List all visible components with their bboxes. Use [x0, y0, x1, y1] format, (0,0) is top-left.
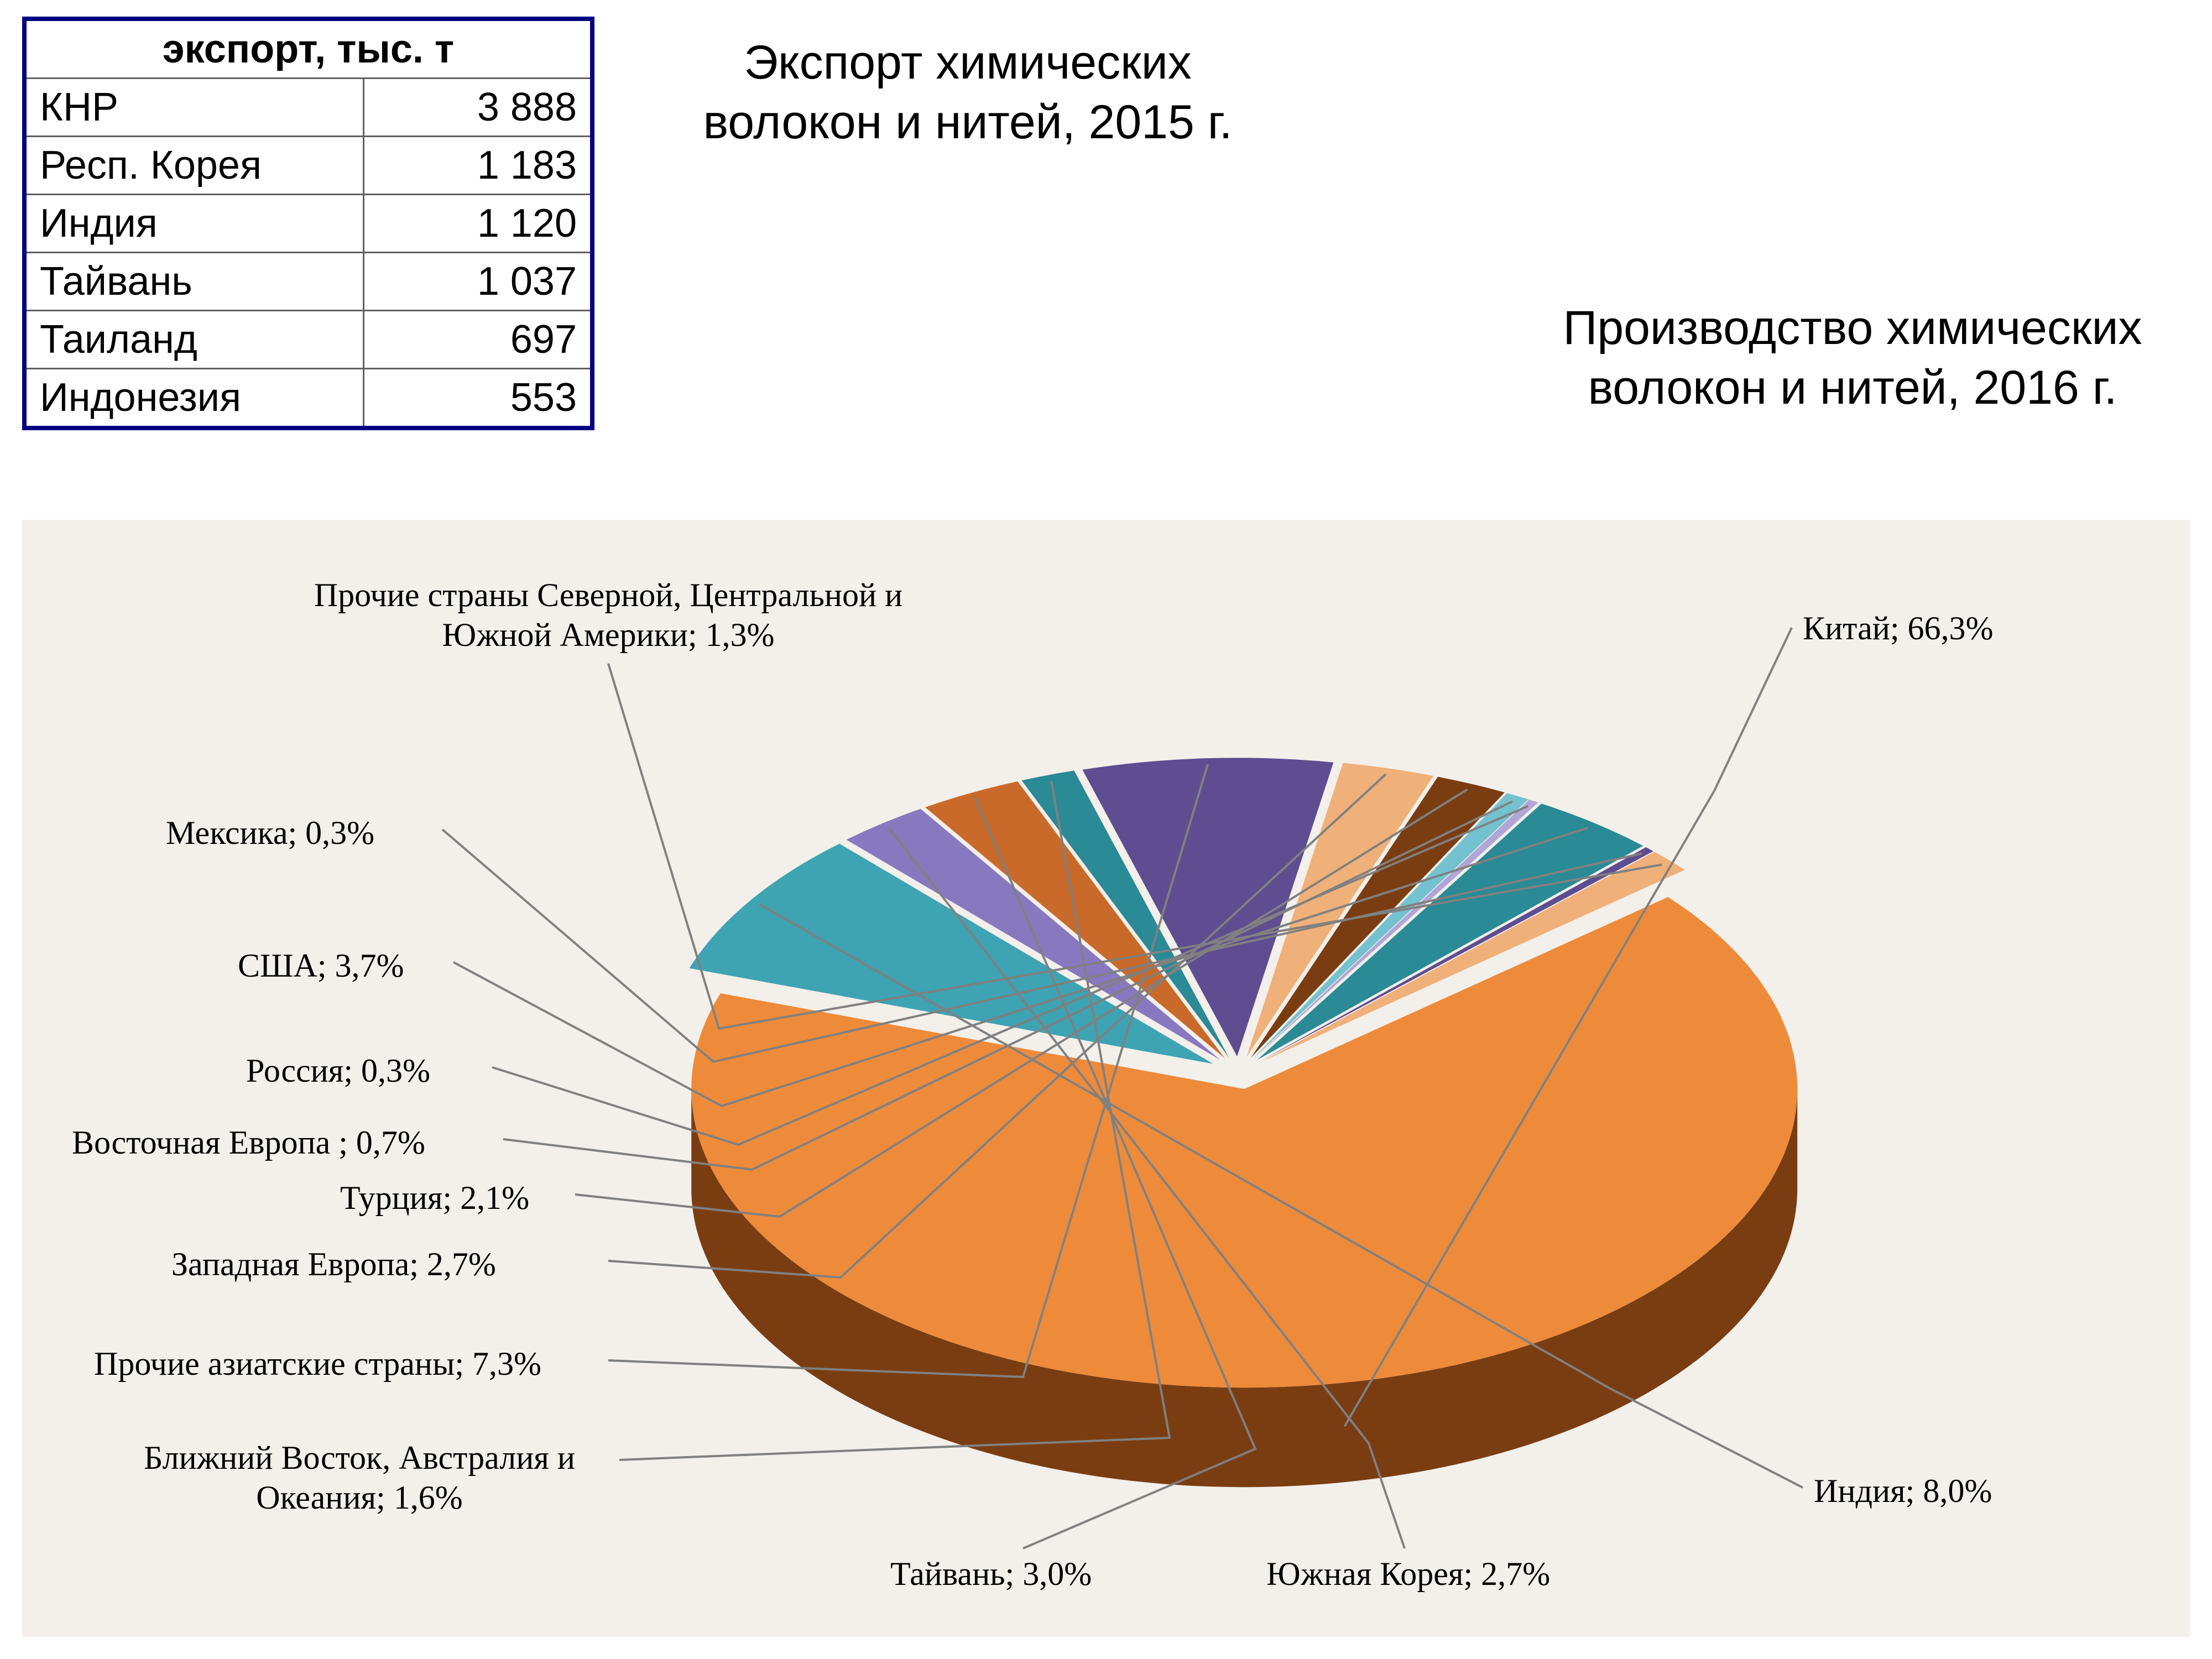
export-table: экспорт, тыс. т КНР3 888Респ. Корея1 183…	[22, 17, 594, 430]
pie-label: Южная Корея; 2,7%	[1266, 1554, 1550, 1594]
pie-label: Западная Европа; 2,7%	[171, 1244, 496, 1284]
table-row: Респ. Корея1 183	[24, 137, 592, 195]
title-production: Производство химических волокон и нитей,…	[1548, 299, 2157, 418]
country-value: 1 037	[364, 253, 593, 311]
table-row: КНР3 888	[24, 79, 592, 137]
table-row: Индия1 120	[24, 195, 592, 253]
pie-label: Турция; 2,1%	[340, 1178, 529, 1218]
country-value: 1 183	[364, 137, 593, 195]
pie-label: Китай; 66,3%	[1803, 608, 1993, 648]
pie-label: США; 3,7%	[238, 946, 404, 985]
title-export: Экспорт химических волокон и нитей, 2015…	[664, 33, 1272, 152]
pie-label: Восточная Европа ; 0,7%	[72, 1123, 425, 1162]
table-row: Индонезия553	[24, 369, 592, 429]
table-row: Таиланд697	[24, 311, 592, 369]
country-name: Индонезия	[24, 369, 364, 429]
country-name: Респ. Корея	[24, 137, 364, 195]
table-row: Тайвань1 037	[24, 253, 592, 311]
pie-label: Россия; 0,3%	[246, 1051, 430, 1091]
pie-label: Индия; 8,0%	[1814, 1471, 1992, 1511]
country-value: 1 120	[364, 195, 593, 253]
pie-label: Тайвань; 3,0%	[890, 1554, 1092, 1594]
country-value: 553	[364, 369, 593, 429]
pie-label: Прочие страны Северной, Центральной иЮжн…	[188, 575, 1029, 655]
country-value: 697	[364, 311, 593, 369]
pie-chart-area: Китай; 66,3% Индия; 8,0% Южная Корея; 2,7%…	[22, 520, 2190, 1637]
country-name: Тайвань	[24, 253, 364, 311]
country-name: Индия	[24, 195, 364, 253]
country-name: Таиланд	[24, 311, 364, 369]
country-name: КНР	[24, 79, 364, 137]
country-value: 3 888	[364, 79, 593, 137]
pie-label: Мексика; 0,3%	[166, 813, 374, 853]
pie-label: Ближний Восток, Австралия иОкеания; 1,6%	[83, 1438, 636, 1517]
export-table-header: экспорт, тыс. т	[24, 19, 592, 79]
pie-label: Прочие азиатские страны; 7,3%	[94, 1344, 541, 1384]
